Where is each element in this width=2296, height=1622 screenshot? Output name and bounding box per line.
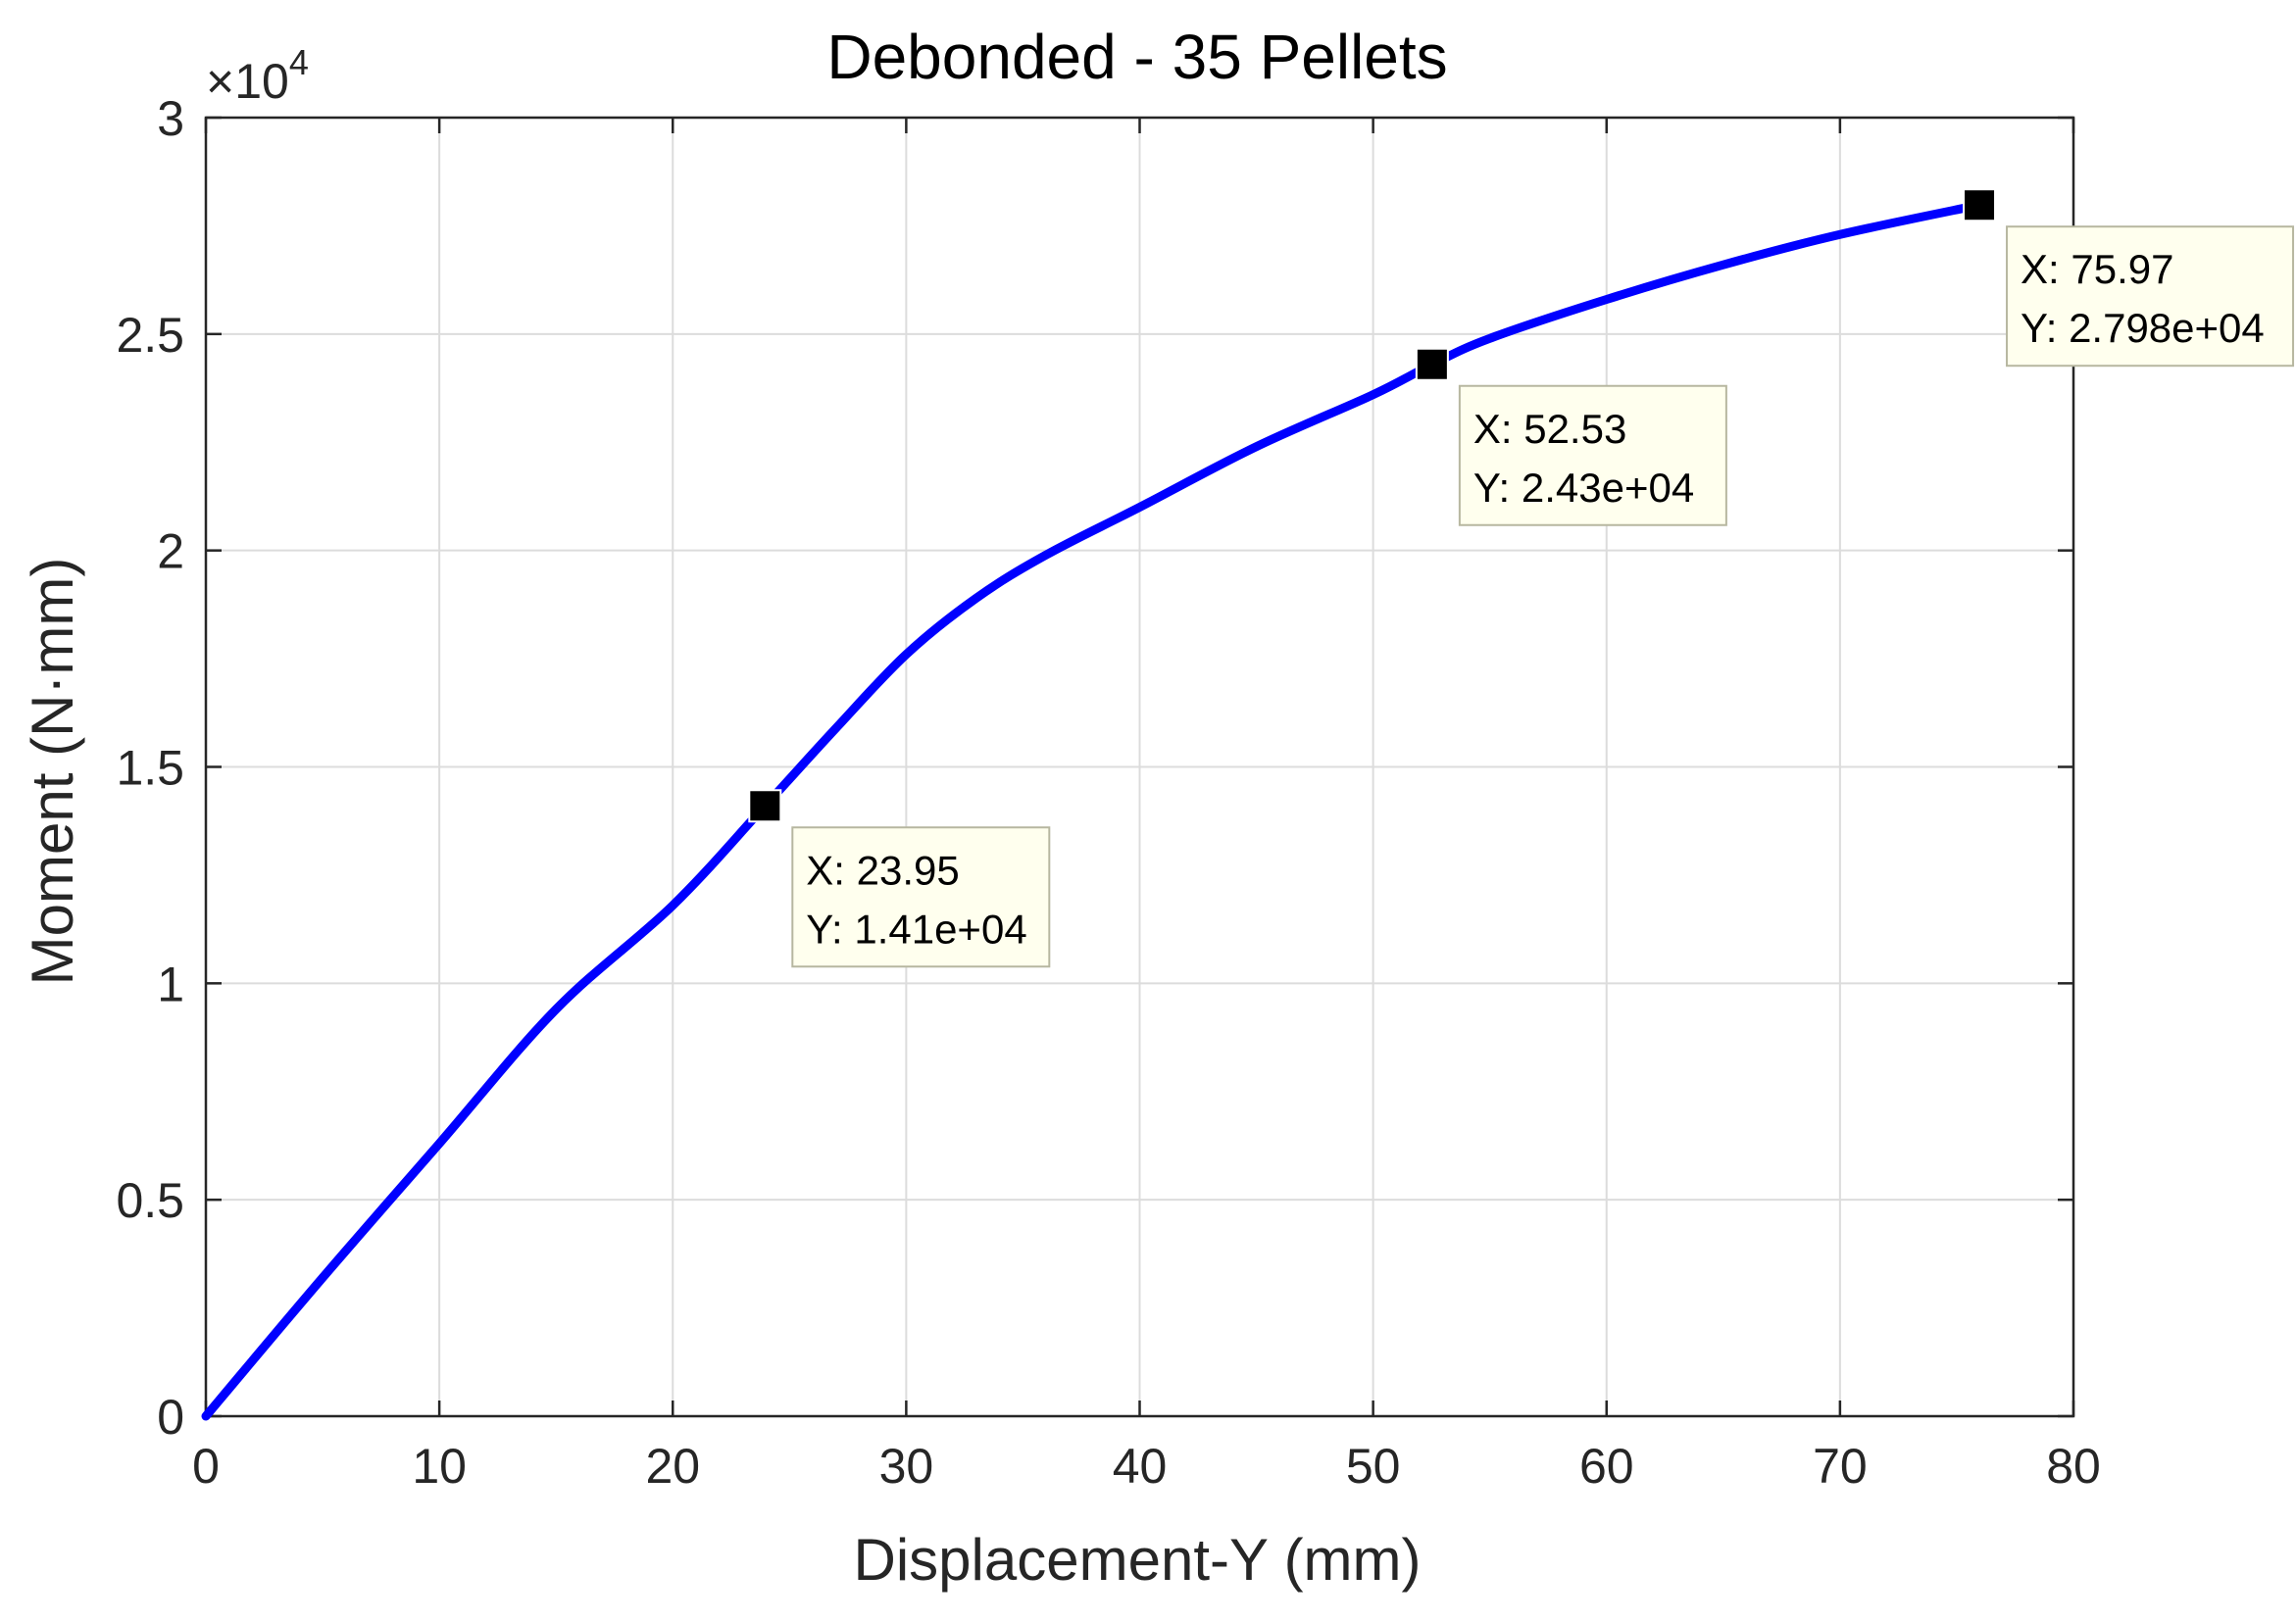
y-exponent-multiplier: ×10: [206, 54, 289, 109]
data-tip-marker[interactable]: [748, 789, 782, 823]
chart-title: Debonded - 35 Pellets: [826, 22, 1447, 92]
data-tip-box: [2006, 225, 2295, 368]
y-tick-label: 2: [157, 524, 184, 579]
x-tick-label: 70: [1813, 1439, 1868, 1494]
data-tip-y-label: Y: 1.41e+04: [806, 906, 1026, 952]
data-tip[interactable]: X: 52.53 Y: 2.43e+04: [1415, 347, 1727, 526]
data-tip-box: [791, 826, 1051, 968]
y-exponent-label: ×104: [206, 42, 309, 109]
x-tick-label: 60: [1579, 1439, 1634, 1494]
x-tick-label: 40: [1113, 1439, 1168, 1494]
data-tip-box: [1458, 384, 1727, 526]
y-tick-label: 1: [157, 957, 184, 1011]
data-tip[interactable]: X: 75.97 Y: 2.798e+04: [1963, 188, 2295, 368]
data-tips: X: 23.95Y: 1.41e+04X: 52.53Y: 2.43e+04X:…: [748, 188, 2295, 968]
x-tick-labels: 0 10 20 30 40 50 60 70 80: [192, 1439, 2101, 1494]
y-tick-label: 1.5: [116, 741, 184, 796]
series-line: [201, 200, 1984, 1421]
y-exponent-power: 4: [289, 42, 309, 82]
data-tip-x-label: X: 52.53: [1473, 406, 1626, 452]
data-tip-marker[interactable]: [1415, 347, 1449, 381]
x-tick-label: 10: [412, 1439, 467, 1494]
y-axis-label: Moment (N·mm): [20, 558, 85, 986]
y-tick-label: 0.5: [116, 1173, 184, 1228]
data-tip[interactable]: X: 23.95 Y: 1.41e+04: [748, 789, 1051, 968]
y-tick-label: 0: [157, 1390, 184, 1445]
x-tick-label: 20: [645, 1439, 700, 1494]
x-tick-label: 80: [2046, 1439, 2101, 1494]
x-tick-label: 50: [1346, 1439, 1401, 1494]
y-tick-label: 2.5: [116, 308, 184, 363]
data-tip-x-label: X: 23.95: [806, 847, 959, 893]
y-tick-labels: 0 0.5 1 1.5 2 2.5 3: [116, 91, 184, 1445]
data-tip-x-label: X: 75.97: [2021, 246, 2173, 292]
y-tick-label: 3: [157, 91, 184, 146]
grid: [205, 117, 2074, 1417]
data-tip-y-label: Y: 2.798e+04: [2021, 305, 2265, 351]
x-axis-label: Displacement-Y (mm): [854, 1527, 1422, 1593]
data-tip-marker[interactable]: [1963, 188, 1997, 222]
data-tip-y-label: Y: 2.43e+04: [1473, 465, 1694, 511]
x-tick-label: 0: [192, 1439, 220, 1494]
x-tick-label: 30: [879, 1439, 934, 1494]
